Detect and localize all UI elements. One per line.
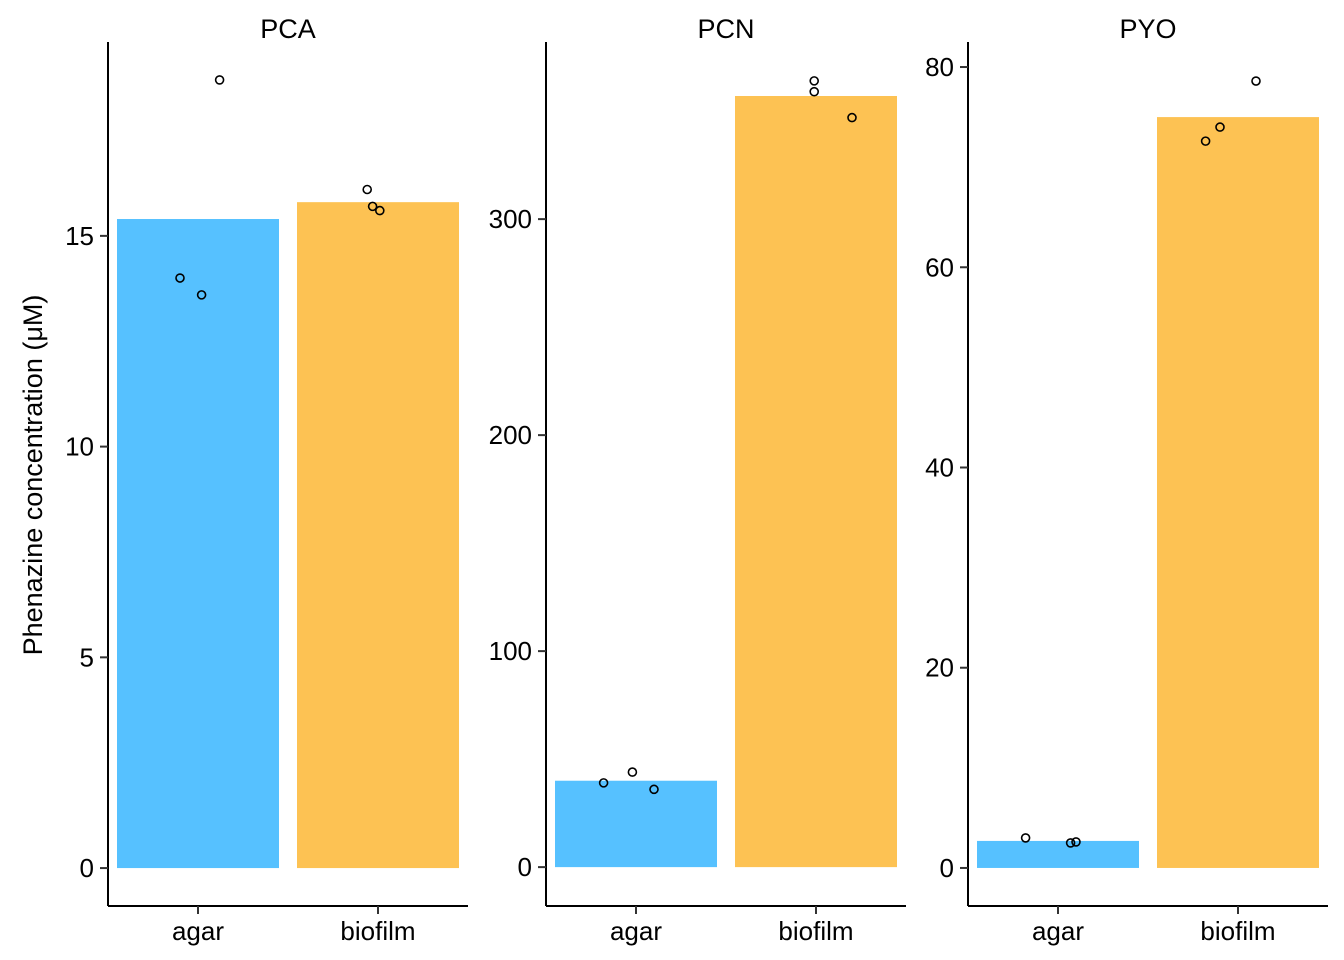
bar-biofilm xyxy=(297,202,459,869)
panel-title: PCN xyxy=(697,14,754,44)
y-tick-label: 200 xyxy=(489,420,532,450)
panel-pca: PCA 0 5 10 15 agar biofilm xyxy=(65,14,468,946)
data-point-biofilm xyxy=(809,86,820,97)
x-tick-label: agar xyxy=(1032,916,1084,946)
panel-title: PYO xyxy=(1119,14,1176,44)
data-point-biofilm xyxy=(362,184,373,195)
data-point-biofilm xyxy=(367,201,378,212)
data-point-biofilm xyxy=(1215,122,1225,132)
data-point-biofilm xyxy=(1251,76,1261,86)
x-tick-label: biofilm xyxy=(340,916,415,946)
y-tick-label: 5 xyxy=(80,642,94,672)
y-tick-label: 60 xyxy=(925,252,954,282)
y-tick-label: 80 xyxy=(925,52,954,82)
data-point-agar xyxy=(598,778,609,788)
x-tick-label: agar xyxy=(172,916,224,946)
data-point-agar xyxy=(627,767,638,777)
y-tick-label: 0 xyxy=(80,853,94,883)
data-point-agar xyxy=(649,784,659,795)
bar-agar xyxy=(117,219,279,869)
y-axis-label: Phenazine concentration (μM) xyxy=(18,295,48,656)
y-tick-label: 10 xyxy=(65,432,94,462)
data-point-agar xyxy=(196,290,207,300)
data-point-agar xyxy=(1020,833,1031,843)
data-point-biofilm xyxy=(374,205,385,216)
y-tick-label: 0 xyxy=(518,852,532,882)
data-point-agar xyxy=(214,75,225,85)
panel-pyo: PYO 0 20 40 60 80 agar biofilm xyxy=(925,14,1328,946)
bar-biofilm xyxy=(1157,117,1319,868)
x-tick-label: biofilm xyxy=(778,916,853,946)
y-tick-label: 100 xyxy=(489,636,532,666)
bar-agar xyxy=(555,780,717,868)
panel-pcn: PCN 0 100 200 300 agar biofilm xyxy=(489,14,906,946)
panel-title: PCA xyxy=(260,14,316,44)
data-point-agar xyxy=(1071,837,1081,847)
data-point-agar xyxy=(175,273,185,283)
data-point-biofilm xyxy=(1200,136,1211,146)
y-tick-label: 15 xyxy=(65,221,94,251)
y-tick-label: 300 xyxy=(489,204,532,234)
y-tick-label: 0 xyxy=(940,853,954,883)
y-tick-label: 20 xyxy=(925,653,954,683)
data-point-biofilm xyxy=(847,112,857,123)
bar-agar xyxy=(977,840,1139,868)
data-point-biofilm xyxy=(809,76,820,86)
x-tick-label: biofilm xyxy=(1200,916,1275,946)
data-point-agar xyxy=(1065,838,1076,848)
x-tick-label: agar xyxy=(610,916,662,946)
bar-biofilm xyxy=(735,96,897,868)
y-tick-label: 40 xyxy=(925,452,954,482)
